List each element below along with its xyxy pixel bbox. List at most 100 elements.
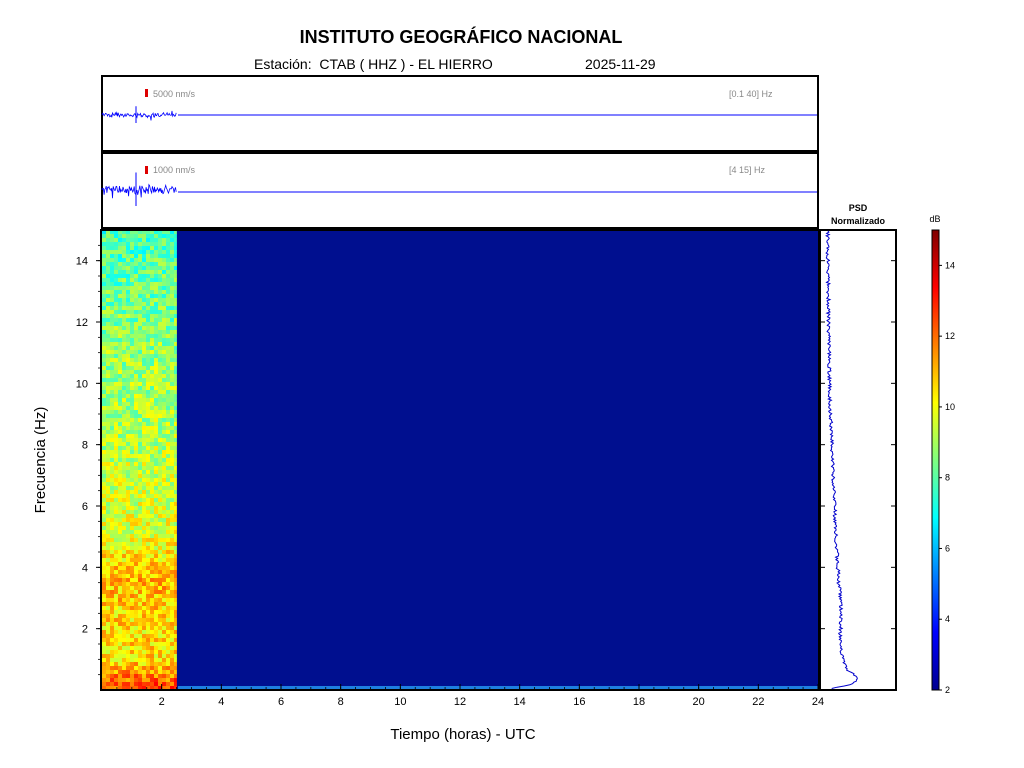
- spectrogram-cell: [162, 338, 167, 343]
- spectrogram-cell: [110, 402, 115, 407]
- spectrogram-cell: [122, 298, 127, 303]
- spectrogram-cell: [110, 658, 115, 663]
- spectrogram-cell: [146, 670, 151, 675]
- spectrogram-cell: [110, 606, 115, 611]
- spectrogram-cell: [118, 434, 123, 439]
- spectrogram-cell: [122, 646, 127, 651]
- spectrogram-cell: [130, 574, 135, 579]
- spectrogram-cell: [126, 282, 131, 287]
- spectrogram-cell: [114, 554, 119, 559]
- spectrogram-cell: [130, 330, 135, 335]
- spectrogram-cell: [122, 486, 127, 491]
- spectrogram-cell: [166, 254, 171, 259]
- spectrogram-cell: [174, 522, 177, 527]
- spectrogram-cell: [158, 394, 163, 399]
- spectrogram-cell: [110, 366, 115, 371]
- spectrogram-cell: [138, 674, 143, 679]
- spectrogram-cell: [142, 378, 147, 383]
- spectrogram-cell: [106, 650, 111, 655]
- spectrogram-cell: [162, 410, 167, 415]
- spectrogram-cell: [106, 646, 111, 651]
- spectrogram-cell: [150, 498, 155, 503]
- spectrogram-cell: [138, 670, 143, 675]
- spectrogram-cell: [134, 478, 139, 483]
- spectrogram-cell: [142, 278, 147, 283]
- spectrogram-cell: [102, 366, 107, 371]
- spectrogram-cell: [162, 290, 167, 295]
- spectrogram-cell: [122, 394, 127, 399]
- spectrogram-cell: [142, 294, 147, 299]
- spectrogram-cell: [134, 350, 139, 355]
- spectrogram-cell: [126, 610, 131, 615]
- spectrogram-cell: [162, 310, 167, 315]
- spectrogram-cell: [150, 574, 155, 579]
- spectrogram-cell: [110, 378, 115, 383]
- spectrogram-cell: [102, 350, 107, 355]
- spectrogram-cell: [122, 666, 127, 671]
- spectrogram-cell: [170, 298, 175, 303]
- spectrogram-cell: [154, 234, 159, 239]
- spectrogram-cell: [162, 498, 167, 503]
- spectrogram-cell: [126, 498, 131, 503]
- y-tick-label: 12: [76, 317, 88, 329]
- spectrogram-cell: [126, 354, 131, 359]
- spectrogram-cell: [126, 454, 131, 459]
- spectrogram-cell: [162, 650, 167, 655]
- spectrogram-cell: [114, 590, 119, 595]
- spectrogram-cell: [146, 510, 151, 515]
- spectrogram-cell: [174, 610, 177, 615]
- spectrogram-cell: [110, 494, 115, 499]
- spectrogram-cell: [154, 610, 159, 615]
- spectrogram-cell: [174, 358, 177, 363]
- spectrogram-cell: [146, 654, 151, 659]
- spectrogram-cell: [162, 638, 167, 643]
- spectrogram-cell: [138, 562, 143, 567]
- spectrogram-cell: [118, 490, 123, 495]
- spectrogram-cell: [134, 314, 139, 319]
- spectrogram-cell: [170, 262, 175, 267]
- spectrogram-cell: [170, 454, 175, 459]
- spectrogram-cell: [142, 454, 147, 459]
- spectrogram-cell: [126, 322, 131, 327]
- spectrogram-cell: [134, 474, 139, 479]
- spectrogram-cell: [102, 430, 107, 435]
- spectrogram-cell: [162, 350, 167, 355]
- spectrogram-cell: [174, 574, 177, 579]
- spectrogram-cell: [146, 342, 151, 347]
- spectrogram-cell: [150, 262, 155, 267]
- spectrogram-cell: [162, 370, 167, 375]
- spectrogram-cell: [162, 398, 167, 403]
- spectrogram-cell: [146, 314, 151, 319]
- spectrogram-cell: [106, 546, 111, 551]
- spectrogram-cell: [126, 654, 131, 659]
- spectrogram-cell: [142, 330, 147, 335]
- spectrogram-cell: [146, 586, 151, 591]
- spectrogram-cell: [126, 634, 131, 639]
- spectrogram-cell: [138, 254, 143, 259]
- spectrogram-cell: [146, 686, 151, 691]
- spectrogram-cell: [114, 406, 119, 411]
- spectrogram-cell: [122, 386, 127, 391]
- spectrogram-cell: [126, 298, 131, 303]
- spectrogram-cell: [102, 338, 107, 343]
- spectrogram-cell: [110, 618, 115, 623]
- spectrogram-cell: [150, 606, 155, 611]
- spectrogram-cell: [122, 250, 127, 255]
- spectrogram-cell: [126, 614, 131, 619]
- spectrogram-cell: [154, 594, 159, 599]
- spectrogram-cell: [174, 370, 177, 375]
- spectrogram-cell: [138, 310, 143, 315]
- spectrogram-cell: [170, 250, 175, 255]
- spectrogram-cell: [174, 398, 177, 403]
- spectrogram-cell: [146, 470, 151, 475]
- spectrogram-cell: [122, 466, 127, 471]
- spectrogram-cell: [146, 646, 151, 651]
- spectrogram-cell: [170, 306, 175, 311]
- spectrogram-cell: [138, 526, 143, 531]
- spectrogram-cell: [114, 470, 119, 475]
- spectrogram-cell: [162, 258, 167, 263]
- spectrogram-cell: [122, 638, 127, 643]
- y-axis-label: Frecuencia (Hz): [32, 407, 49, 514]
- spectrogram-cell: [114, 382, 119, 387]
- spectrogram-cell: [130, 670, 135, 675]
